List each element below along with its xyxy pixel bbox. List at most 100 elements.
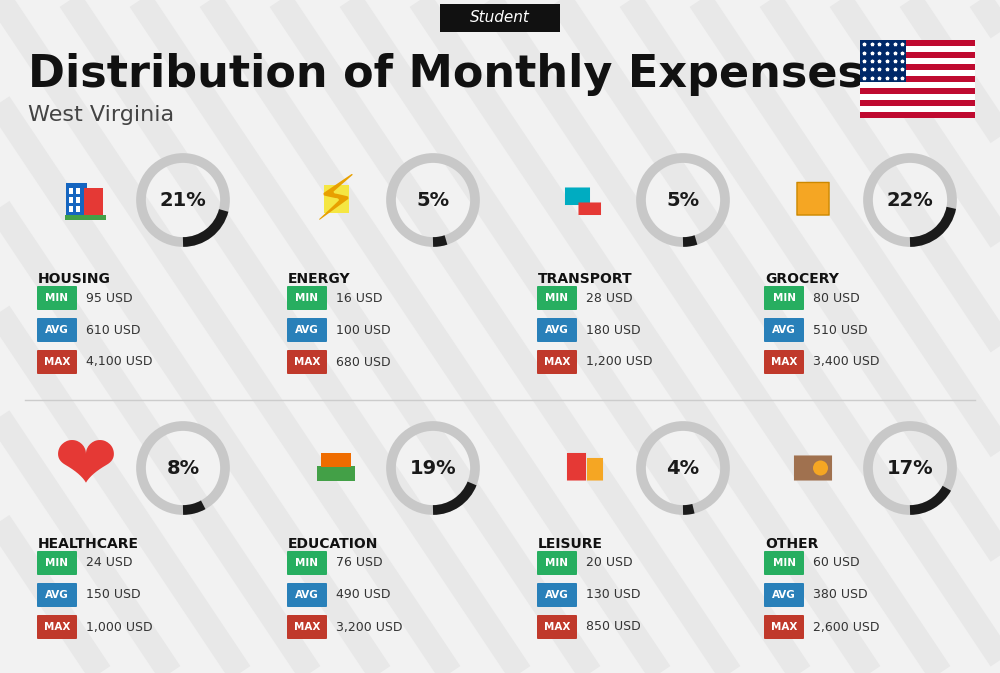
Text: 22%: 22%	[887, 190, 933, 209]
FancyBboxPatch shape	[37, 286, 77, 310]
FancyBboxPatch shape	[84, 188, 103, 215]
Text: AVG: AVG	[45, 325, 69, 335]
Text: AVG: AVG	[545, 325, 569, 335]
FancyBboxPatch shape	[537, 583, 577, 607]
FancyBboxPatch shape	[587, 458, 603, 481]
FancyBboxPatch shape	[317, 466, 355, 481]
FancyBboxPatch shape	[860, 40, 975, 46]
Text: MIN: MIN	[46, 293, 68, 303]
Text: MAX: MAX	[44, 357, 70, 367]
Text: MAX: MAX	[771, 622, 797, 632]
FancyBboxPatch shape	[324, 185, 349, 213]
FancyBboxPatch shape	[287, 350, 327, 374]
Text: AVG: AVG	[772, 590, 796, 600]
FancyBboxPatch shape	[287, 583, 327, 607]
Text: 28 USD: 28 USD	[586, 291, 633, 304]
Text: AVG: AVG	[45, 590, 69, 600]
Text: MIN: MIN	[772, 558, 796, 568]
Text: ENERGY: ENERGY	[288, 272, 351, 286]
FancyBboxPatch shape	[287, 551, 327, 575]
Text: MAX: MAX	[294, 357, 320, 367]
Text: MAX: MAX	[544, 357, 570, 367]
Text: 3,200 USD: 3,200 USD	[336, 621, 402, 633]
Text: MIN: MIN	[46, 558, 68, 568]
FancyBboxPatch shape	[860, 76, 975, 82]
Text: 76 USD: 76 USD	[336, 557, 383, 569]
FancyBboxPatch shape	[321, 453, 351, 467]
Text: MIN: MIN	[772, 293, 796, 303]
Text: West Virginia: West Virginia	[28, 105, 174, 125]
FancyBboxPatch shape	[65, 215, 106, 220]
FancyBboxPatch shape	[764, 350, 804, 374]
FancyBboxPatch shape	[764, 615, 804, 639]
Text: 610 USD: 610 USD	[86, 324, 140, 336]
Text: 17%: 17%	[887, 458, 933, 478]
Text: ⚡: ⚡	[314, 172, 358, 232]
Text: 1,000 USD: 1,000 USD	[86, 621, 153, 633]
FancyBboxPatch shape	[287, 615, 327, 639]
Text: LEISURE: LEISURE	[538, 537, 603, 551]
FancyBboxPatch shape	[578, 203, 601, 215]
FancyBboxPatch shape	[68, 197, 73, 203]
Text: 8%: 8%	[166, 458, 200, 478]
Text: 130 USD: 130 USD	[586, 588, 640, 602]
Text: 3,400 USD: 3,400 USD	[813, 355, 880, 369]
FancyBboxPatch shape	[860, 88, 975, 94]
FancyBboxPatch shape	[76, 197, 80, 203]
Text: 19%: 19%	[410, 458, 456, 478]
FancyBboxPatch shape	[860, 40, 975, 118]
FancyBboxPatch shape	[567, 453, 586, 481]
FancyBboxPatch shape	[794, 456, 832, 481]
FancyBboxPatch shape	[860, 40, 906, 82]
Text: 490 USD: 490 USD	[336, 588, 390, 602]
FancyBboxPatch shape	[537, 286, 577, 310]
Text: 16 USD: 16 USD	[336, 291, 382, 304]
Text: 4,100 USD: 4,100 USD	[86, 355, 152, 369]
Text: MAX: MAX	[44, 622, 70, 632]
FancyBboxPatch shape	[66, 182, 87, 215]
FancyBboxPatch shape	[37, 615, 77, 639]
Text: MIN: MIN	[296, 293, 318, 303]
FancyBboxPatch shape	[764, 318, 804, 342]
FancyBboxPatch shape	[764, 583, 804, 607]
FancyBboxPatch shape	[37, 318, 77, 342]
FancyBboxPatch shape	[537, 551, 577, 575]
FancyBboxPatch shape	[537, 350, 577, 374]
Text: MIN: MIN	[546, 558, 568, 568]
Text: MAX: MAX	[294, 622, 320, 632]
Text: GROCERY: GROCERY	[765, 272, 839, 286]
Text: AVG: AVG	[295, 325, 319, 335]
Text: 20 USD: 20 USD	[586, 557, 633, 569]
Text: MAX: MAX	[544, 622, 570, 632]
Text: ❤: ❤	[54, 431, 118, 505]
Text: HEALTHCARE: HEALTHCARE	[38, 537, 139, 551]
FancyBboxPatch shape	[37, 350, 77, 374]
FancyBboxPatch shape	[860, 112, 975, 118]
Text: 5%: 5%	[416, 190, 450, 209]
Text: AVG: AVG	[545, 590, 569, 600]
FancyBboxPatch shape	[860, 64, 975, 70]
Text: 5%: 5%	[666, 190, 700, 209]
FancyBboxPatch shape	[860, 52, 975, 58]
FancyBboxPatch shape	[537, 318, 577, 342]
FancyBboxPatch shape	[860, 100, 975, 106]
Text: 2,600 USD: 2,600 USD	[813, 621, 880, 633]
Circle shape	[813, 460, 828, 476]
Text: 850 USD: 850 USD	[586, 621, 641, 633]
Text: EDUCATION: EDUCATION	[288, 537, 378, 551]
Text: 150 USD: 150 USD	[86, 588, 141, 602]
Text: MIN: MIN	[296, 558, 318, 568]
FancyBboxPatch shape	[764, 551, 804, 575]
FancyBboxPatch shape	[764, 286, 804, 310]
Text: HOUSING: HOUSING	[38, 272, 111, 286]
Text: 95 USD: 95 USD	[86, 291, 133, 304]
Text: 24 USD: 24 USD	[86, 557, 132, 569]
Text: 180 USD: 180 USD	[586, 324, 641, 336]
Text: Distribution of Monthly Expenses: Distribution of Monthly Expenses	[28, 53, 864, 96]
FancyBboxPatch shape	[76, 205, 80, 211]
FancyBboxPatch shape	[537, 615, 577, 639]
FancyBboxPatch shape	[287, 318, 327, 342]
Text: 510 USD: 510 USD	[813, 324, 868, 336]
FancyBboxPatch shape	[565, 188, 590, 205]
Text: AVG: AVG	[295, 590, 319, 600]
